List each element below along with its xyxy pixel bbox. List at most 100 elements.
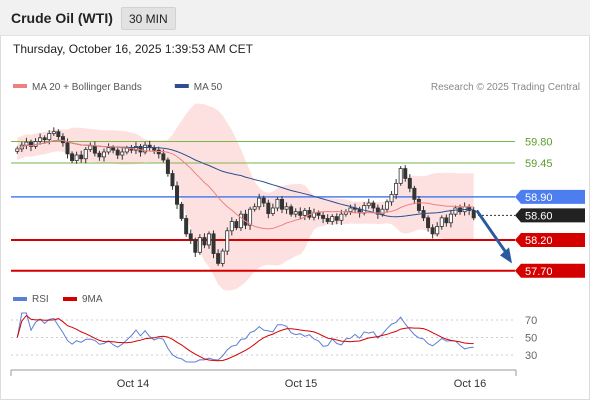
candle-body xyxy=(416,198,421,211)
legend-label-1: MA 50 xyxy=(194,82,223,93)
candle-body xyxy=(339,213,344,221)
candle-body xyxy=(197,237,202,253)
candle-body xyxy=(275,198,280,209)
candle-body xyxy=(439,217,444,227)
candle-body xyxy=(330,216,335,222)
candle-body xyxy=(179,203,184,219)
resistance-label-1: 59.45 xyxy=(525,158,553,170)
candle-body xyxy=(51,131,56,134)
candle-body xyxy=(238,213,243,229)
credit-label: Research © 2025 Trading Central xyxy=(431,82,580,93)
support-tag-4 xyxy=(515,233,585,247)
candle-body xyxy=(448,213,453,224)
candle-body xyxy=(28,141,33,147)
candle-body xyxy=(298,211,303,216)
x-tick-label-1: Oct 15 xyxy=(285,378,317,390)
x-tick-label-2: Oct 16 xyxy=(454,378,486,390)
candle-body xyxy=(88,145,93,150)
candle-body xyxy=(289,206,294,215)
candle-body xyxy=(234,221,239,229)
candle-body xyxy=(302,210,307,216)
support-tag-5 xyxy=(515,263,585,278)
candle-body xyxy=(102,151,107,158)
candle-body xyxy=(421,210,426,219)
candles-group xyxy=(15,127,476,267)
candle-body xyxy=(38,137,43,142)
timeframe-badge[interactable]: 30 MIN xyxy=(121,7,176,30)
candle-body xyxy=(261,197,266,204)
candle-body xyxy=(193,239,198,253)
candle-body xyxy=(33,141,38,147)
candle-body xyxy=(325,218,330,222)
candle-body xyxy=(366,202,371,206)
candle-body xyxy=(56,131,61,137)
candle-body xyxy=(266,202,271,214)
candle-body xyxy=(111,147,116,151)
rsi-level-label-1: 50 xyxy=(525,333,537,345)
candle-body xyxy=(143,144,148,153)
candle-body xyxy=(24,141,29,146)
candle-body xyxy=(280,198,285,210)
rsi-line xyxy=(16,312,474,363)
legend-label-0: MA 20 + Bollinger Bands xyxy=(32,82,142,93)
projection-arrow-head xyxy=(500,247,512,264)
legend-swatch-0 xyxy=(13,84,27,88)
candle-body xyxy=(74,154,79,161)
candle-body xyxy=(170,173,175,187)
rsi-legend-label-1: 9MA xyxy=(82,294,103,305)
candle-body xyxy=(384,201,389,210)
candle-body xyxy=(220,250,225,264)
candle-body xyxy=(115,149,120,156)
candle-body xyxy=(389,194,394,203)
candle-body xyxy=(229,221,234,232)
candle-body xyxy=(403,168,408,179)
candle-body xyxy=(316,212,321,216)
last-price-tag xyxy=(515,208,585,223)
candle-body xyxy=(426,217,431,229)
candle-body xyxy=(133,146,138,151)
candle-body xyxy=(412,187,417,200)
candle-body xyxy=(348,207,353,213)
candle-body xyxy=(161,153,166,161)
candle-body xyxy=(407,178,412,189)
candle-body xyxy=(252,206,257,210)
candle-body xyxy=(471,210,476,219)
rsi-level-label-2: 30 xyxy=(525,350,537,362)
candle-body xyxy=(444,217,449,224)
candle-body xyxy=(211,233,216,254)
candle-body xyxy=(65,142,70,155)
candle-body xyxy=(270,207,275,214)
rsi-ma-line xyxy=(16,314,474,362)
candle-body xyxy=(225,230,230,252)
support-label-5: 57.70 xyxy=(525,266,553,278)
candle-body xyxy=(106,147,111,153)
resistance-label-0: 59.80 xyxy=(525,137,553,149)
rsi-level-label-0: 70 xyxy=(525,315,537,327)
candle-body xyxy=(371,202,376,209)
candle-body xyxy=(430,227,435,235)
candle-body xyxy=(243,213,248,226)
candle-body xyxy=(83,149,88,160)
candle-body xyxy=(216,253,221,264)
rsi-legend-swatch-1 xyxy=(63,297,77,301)
candle-body xyxy=(206,233,211,246)
candle-body xyxy=(394,182,399,195)
candle-body xyxy=(120,151,125,156)
candle-body xyxy=(165,159,170,174)
candle-body xyxy=(124,147,129,153)
candle-body xyxy=(321,214,326,219)
candle-body xyxy=(453,207,458,215)
candle-body xyxy=(92,145,97,154)
projection-arrow-shaft xyxy=(475,209,510,257)
candle-body xyxy=(42,137,47,141)
candle-body xyxy=(398,168,403,184)
instrument-title: Crude Oil (WTI) xyxy=(11,10,113,26)
candle-body xyxy=(188,233,193,241)
candle-body xyxy=(175,185,180,205)
legend-swatch-1 xyxy=(174,84,189,88)
candle-body xyxy=(60,136,65,144)
candle-body xyxy=(47,133,52,141)
candle-body xyxy=(202,237,207,246)
report-datetime: Thursday, October 16, 2025 1:39:53 AM CE… xyxy=(13,42,253,56)
